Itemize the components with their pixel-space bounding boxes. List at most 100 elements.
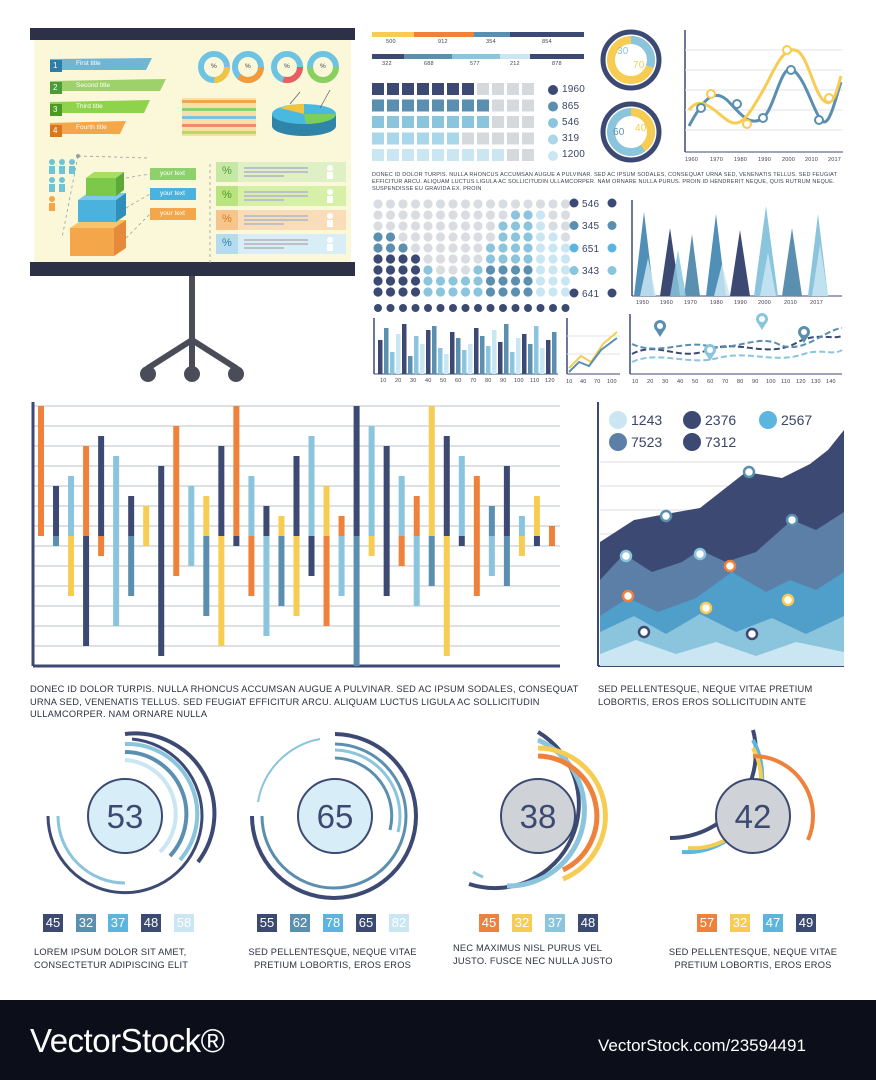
grid-dot [373, 210, 383, 220]
dot-legend-0: 546 [582, 199, 600, 210]
mini-bar [546, 340, 551, 374]
diverging-bar [353, 406, 360, 536]
grid-dot [398, 276, 408, 286]
area-legend-0: 1243 [631, 412, 663, 428]
mini-bar [504, 324, 509, 374]
g3-chip-3: 48 [578, 914, 598, 932]
mini-bar [480, 336, 485, 374]
your-text-1: your text [160, 170, 185, 177]
dot-row-marker [499, 304, 507, 312]
big-bar-svg [31, 402, 560, 668]
grid-dot [373, 232, 383, 242]
diverging-bar [428, 406, 435, 536]
diverging-bar [203, 496, 210, 536]
grid-dot [410, 221, 421, 231]
grid-dot [473, 254, 483, 264]
diverging-bar [443, 436, 450, 536]
top-line-chart-svg [684, 30, 843, 153]
dot-row-marker [561, 304, 570, 312]
diverging-bar [233, 406, 240, 536]
mini-bar [528, 344, 533, 374]
diverging-bar [323, 536, 330, 626]
grid-dot [385, 265, 396, 275]
sb-t10: 110 [530, 378, 540, 384]
diverging-bar [278, 536, 285, 606]
grid-dot [510, 276, 521, 286]
cone-chart: 1950 1960 1970 1980 1990 2000 2010 2017 [630, 200, 844, 312]
grid-dot [510, 199, 521, 209]
sb-t5: 60 [455, 378, 462, 384]
grid-dot [548, 287, 558, 297]
grid-dot [510, 210, 521, 220]
grid-dot [423, 276, 433, 286]
gauge-1-value: 53 [106, 798, 144, 835]
mini-bar [516, 338, 521, 374]
dot-row-marker [524, 304, 532, 312]
sb-t8: 90 [500, 378, 507, 384]
diverging-bar [233, 536, 240, 546]
grid-dot [435, 243, 446, 253]
grid-legend-dot [548, 85, 558, 95]
grid-dot [398, 265, 408, 275]
grid-dot [510, 265, 521, 275]
g4-chip-2: 47 [763, 914, 783, 932]
diverging-bar [308, 536, 315, 576]
grid-dot [373, 199, 383, 209]
grid-square [417, 99, 429, 112]
seg-r1-3: 854 [542, 39, 552, 45]
gauge-4-svg [669, 729, 816, 855]
grid-dot [448, 199, 458, 209]
grid-dot [460, 199, 471, 209]
grid-square [402, 83, 414, 95]
dot-row-marker [511, 304, 520, 312]
grid-square [432, 99, 444, 112]
donut-pct-2: % [245, 63, 251, 70]
diverging-bar [188, 536, 195, 566]
gauge-2-value: 65 [316, 798, 354, 835]
mini-bar [414, 336, 419, 374]
grid-dot [548, 254, 558, 264]
wv-t2: 30 [662, 379, 669, 385]
seg-r2-0: 322 [382, 61, 392, 67]
mini-bar [426, 330, 431, 374]
cone-x3: 1980 [710, 300, 724, 306]
mini-line-svg [566, 318, 620, 375]
grid-dot [423, 210, 433, 220]
grid-dot [385, 243, 396, 253]
grid-square [387, 116, 399, 128]
mini-bar [468, 344, 473, 374]
grid-dot [535, 254, 546, 264]
diverging-bar [53, 536, 60, 546]
g4-chip-0: 57 [697, 914, 717, 932]
grid-square [372, 99, 384, 112]
grid-dot [460, 221, 471, 231]
grid-square [447, 149, 459, 161]
dot-legend-marker [569, 198, 579, 208]
diverging-bar [503, 466, 510, 536]
g1-chip-1: 32 [76, 914, 96, 932]
lc-x5: 2010 [805, 157, 819, 163]
grid-square [447, 116, 459, 128]
grid-square [507, 116, 519, 128]
diverging-bar [98, 536, 105, 556]
grid-dot [535, 221, 546, 231]
diverging-bar [143, 506, 150, 536]
board-title-3: Third title [76, 103, 103, 110]
donut-pct-3: % [284, 63, 290, 70]
grid-dot [510, 243, 521, 253]
seg-r1-0: 500 [386, 39, 396, 45]
grid-square [402, 132, 414, 145]
grid-square [492, 132, 504, 145]
wave-chart: 10 20 30 40 50 60 70 80 90 100 110 120 1… [628, 310, 844, 390]
grid-dot [560, 243, 571, 253]
grid-dot [473, 276, 483, 286]
grid-dot [510, 232, 521, 242]
grid-square [432, 149, 444, 161]
grid-square [417, 83, 429, 95]
sq-legend-3: 319 [562, 133, 580, 144]
grid-dot [435, 287, 446, 297]
diverging-bar [548, 526, 555, 536]
grid-square [477, 83, 489, 95]
mini-bar [552, 332, 557, 374]
diverging-bar [323, 486, 330, 536]
